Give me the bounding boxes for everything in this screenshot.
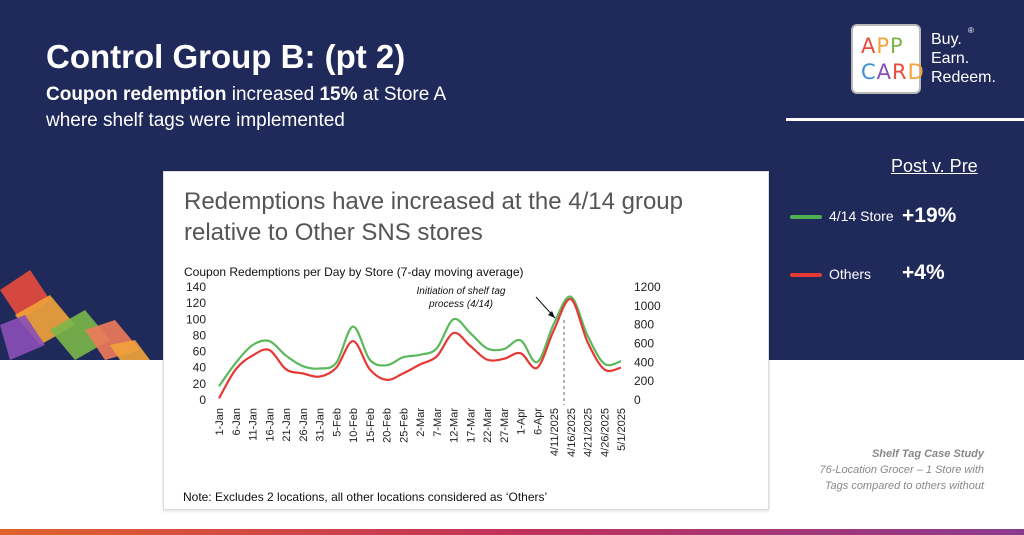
left-tick-label: 80 bbox=[193, 328, 207, 342]
x-tick-label: 11-Jan bbox=[248, 408, 260, 441]
annotation-label-line-1: Initiation of shelf tag bbox=[417, 286, 506, 297]
appcard-logo: APP CARD bbox=[851, 24, 924, 94]
case-study-line-2: Tags compared to others without bbox=[824, 480, 984, 492]
tagline-line-0: Buy. bbox=[931, 31, 962, 48]
chart-note: Note: Excludes 2 locations, all other lo… bbox=[183, 490, 548, 504]
x-tick-label: 2-Mar bbox=[415, 408, 427, 437]
x-tick-label: 4/26/2025 bbox=[599, 408, 611, 457]
case-study: Shelf Tag Case Study 76-Location Grocer … bbox=[820, 446, 984, 494]
legend-value-others: +4% bbox=[902, 261, 945, 284]
tagline-line-2: Redeem. bbox=[931, 69, 996, 86]
logo-letter-row2-0: C bbox=[861, 60, 877, 84]
x-tick-label: 7-Mar bbox=[432, 408, 444, 437]
card-title: Redemptions have increased at the 4/14 g… bbox=[184, 188, 683, 246]
logo-letter-row2-2: R bbox=[892, 60, 908, 84]
decorative-shapes bbox=[0, 270, 150, 360]
x-tick-label: 6-Apr bbox=[532, 408, 544, 435]
slide-subtitle: Coupon redemption increased 15% at Store… bbox=[46, 82, 446, 134]
header-divider bbox=[786, 118, 1024, 121]
logo-letter-row1-2: P bbox=[890, 34, 904, 58]
chart-title: Coupon Redemptions per Day by Store (7-d… bbox=[184, 265, 524, 279]
right-tick-label: 200 bbox=[634, 374, 654, 388]
annotation-label-line-2: process (4/14) bbox=[428, 299, 493, 310]
case-study-heading: Shelf Tag Case Study bbox=[871, 448, 984, 460]
logo-tagline: Buy. Earn. Redeem. bbox=[931, 30, 996, 87]
logo-row-2: CARD bbox=[861, 60, 925, 84]
right-tick-label: 1200 bbox=[634, 280, 661, 294]
subtitle-bold-1: Coupon redemption bbox=[46, 84, 227, 105]
x-tick-label: 1-Jan bbox=[214, 408, 226, 436]
x-tick-label: 25-Feb bbox=[398, 408, 410, 443]
series-line-store bbox=[218, 295, 622, 387]
right-tick-label: 400 bbox=[634, 355, 654, 369]
legend-line-red bbox=[790, 273, 822, 277]
x-tick-label: 17-Mar bbox=[465, 408, 477, 443]
logo-letter-row2-1: A bbox=[876, 60, 893, 84]
logo-letter-row2-3: D bbox=[907, 60, 925, 84]
right-tick-label: 1000 bbox=[634, 299, 661, 313]
case-study-line-1: 76-Location Grocer – 1 Store with bbox=[819, 464, 984, 476]
x-tick-label: 1-Apr bbox=[516, 408, 528, 435]
left-tick-label: 60 bbox=[193, 345, 207, 359]
left-tick-label: 120 bbox=[186, 296, 206, 310]
subtitle-text-2: at Store A where shelf tags were impleme… bbox=[46, 84, 446, 131]
post-v-pre-title: Post v. Pre bbox=[891, 156, 978, 176]
x-tick-label: 12-Mar bbox=[449, 408, 461, 443]
x-tick-label: 15-Feb bbox=[365, 408, 377, 443]
x-tick-label: 16-Jan bbox=[264, 408, 276, 442]
slide-title: Control Group B: (pt 2) bbox=[46, 38, 406, 75]
x-tick-label: 20-Feb bbox=[382, 408, 394, 443]
left-tick-label: 0 bbox=[199, 393, 206, 407]
tagline-line-1: Earn. bbox=[931, 50, 970, 67]
legend-value-store: +19% bbox=[902, 204, 957, 227]
x-tick-label: 27-Mar bbox=[499, 408, 511, 443]
x-tick-label: 4/16/2025 bbox=[566, 408, 578, 457]
legend-label-store: 4/14 Store bbox=[829, 208, 894, 224]
x-tick-label: 4/11/2025 bbox=[549, 408, 561, 456]
subtitle-text-1: increased bbox=[226, 84, 320, 105]
logo-row-1: APP bbox=[861, 34, 904, 58]
chart-card: Redemptions have increased at the 4/14 g… bbox=[163, 171, 769, 510]
x-tick-label: 22-Mar bbox=[482, 408, 494, 443]
left-tick-label: 20 bbox=[193, 377, 207, 391]
legend-label-others: Others bbox=[829, 266, 872, 282]
x-tick-label: 5-Feb bbox=[331, 408, 343, 437]
left-tick-label: 100 bbox=[186, 312, 206, 326]
registered-mark: ® bbox=[968, 26, 974, 35]
right-tick-label: 600 bbox=[634, 337, 654, 351]
series-line-others bbox=[218, 298, 622, 399]
logo-letter-row1-0: A bbox=[861, 34, 877, 58]
x-tick-label: 4/21/2025 bbox=[583, 408, 595, 457]
subtitle-bold-2: 15% bbox=[319, 84, 358, 105]
x-tick-label: 6-Jan bbox=[231, 408, 243, 436]
annotation-arrow-head bbox=[548, 311, 555, 318]
x-tick-label: 21-Jan bbox=[281, 408, 293, 442]
x-tick-label: 31-Jan bbox=[315, 408, 327, 442]
x-tick-label: 26-Jan bbox=[298, 408, 310, 442]
right-tick-label: 0 bbox=[634, 393, 641, 407]
left-tick-label: 140 bbox=[186, 280, 206, 294]
bottom-strip bbox=[0, 529, 1024, 535]
x-tick-label: 10-Feb bbox=[348, 408, 360, 443]
logo-letter-row1-1: P bbox=[876, 34, 891, 58]
legend-line-green bbox=[790, 215, 822, 219]
x-tick-label: 5/1/2025 bbox=[616, 408, 628, 451]
left-tick-label: 40 bbox=[193, 361, 207, 375]
line-chart: Coupon Redemptions per Day by Store (7-d… bbox=[184, 265, 661, 457]
right-tick-label: 800 bbox=[634, 318, 654, 332]
